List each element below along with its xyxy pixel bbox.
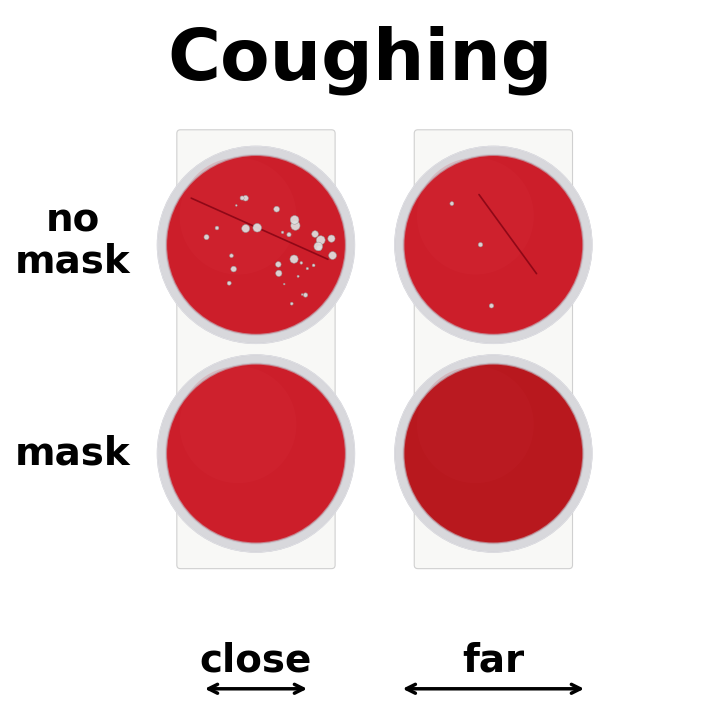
Circle shape [490, 304, 494, 308]
Text: no
mask: no mask [14, 202, 130, 281]
Circle shape [276, 270, 282, 276]
Circle shape [329, 251, 336, 259]
Circle shape [284, 283, 285, 285]
Circle shape [312, 264, 315, 266]
Circle shape [231, 266, 236, 272]
Circle shape [328, 235, 335, 242]
FancyBboxPatch shape [414, 130, 572, 569]
Circle shape [240, 196, 244, 200]
Text: mask: mask [14, 435, 130, 472]
Circle shape [395, 146, 592, 343]
Circle shape [403, 364, 583, 544]
Circle shape [478, 243, 482, 247]
Circle shape [204, 235, 209, 240]
Circle shape [395, 355, 592, 552]
Circle shape [301, 294, 303, 295]
Circle shape [274, 206, 279, 212]
Circle shape [158, 146, 354, 343]
Circle shape [417, 158, 534, 274]
Circle shape [290, 302, 293, 305]
Circle shape [242, 225, 250, 233]
Circle shape [290, 215, 299, 224]
Circle shape [215, 226, 219, 230]
Circle shape [282, 231, 284, 233]
Circle shape [297, 275, 300, 277]
Text: Coughing: Coughing [168, 25, 553, 95]
Circle shape [230, 254, 233, 258]
Text: close: close [199, 642, 312, 680]
Circle shape [290, 255, 298, 264]
Circle shape [300, 261, 302, 264]
Circle shape [228, 282, 231, 285]
Circle shape [166, 155, 346, 335]
Circle shape [403, 155, 583, 335]
Circle shape [417, 366, 534, 483]
Circle shape [306, 267, 308, 270]
Circle shape [303, 293, 307, 297]
Circle shape [312, 230, 318, 238]
Circle shape [317, 246, 322, 251]
Circle shape [243, 195, 248, 201]
Circle shape [166, 364, 346, 544]
Circle shape [253, 223, 261, 232]
Circle shape [287, 233, 291, 237]
Circle shape [179, 366, 297, 483]
Circle shape [316, 235, 325, 245]
Text: far: far [462, 642, 524, 680]
Circle shape [158, 355, 354, 552]
Circle shape [314, 242, 323, 251]
FancyBboxPatch shape [177, 130, 335, 569]
Circle shape [276, 261, 281, 267]
Circle shape [179, 158, 297, 274]
Circle shape [291, 221, 300, 230]
Circle shape [235, 204, 237, 207]
Circle shape [450, 202, 454, 205]
